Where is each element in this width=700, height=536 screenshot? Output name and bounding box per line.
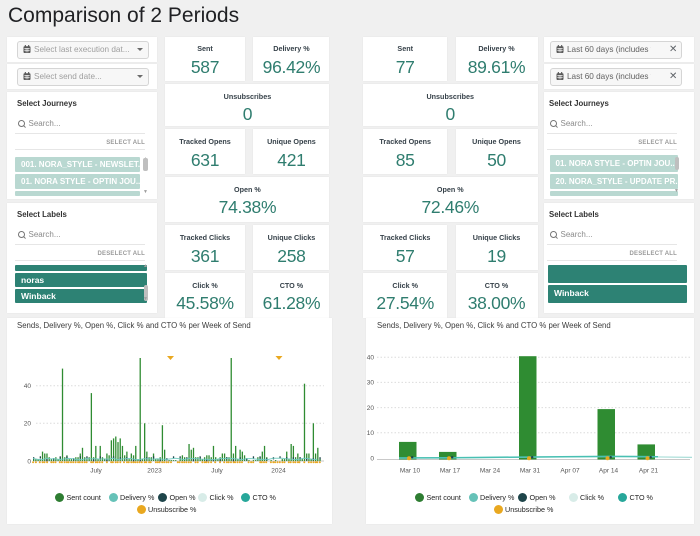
svg-text:Mar 10: Mar 10 bbox=[400, 468, 421, 475]
svg-text:30: 30 bbox=[367, 380, 375, 387]
svg-text:10: 10 bbox=[367, 430, 375, 437]
svg-text:2023: 2023 bbox=[147, 468, 162, 475]
svg-text:40: 40 bbox=[367, 355, 375, 362]
svg-text:Apr 14: Apr 14 bbox=[599, 468, 619, 475]
svg-text:20: 20 bbox=[24, 421, 32, 428]
svg-text:20: 20 bbox=[367, 405, 375, 412]
svg-text:July: July bbox=[90, 468, 102, 475]
svg-text:Mar 31: Mar 31 bbox=[520, 468, 541, 475]
svg-text:Mar 17: Mar 17 bbox=[440, 468, 461, 475]
svg-text:July: July bbox=[211, 468, 223, 475]
svg-text:0: 0 bbox=[27, 458, 31, 465]
svg-text:2024: 2024 bbox=[271, 468, 286, 475]
svg-text:Mar 24: Mar 24 bbox=[480, 468, 501, 475]
svg-text:0: 0 bbox=[370, 455, 374, 462]
svg-text:Apr 21: Apr 21 bbox=[639, 468, 659, 475]
svg-text:Apr 07: Apr 07 bbox=[560, 468, 580, 475]
svg-text:40: 40 bbox=[24, 383, 32, 390]
